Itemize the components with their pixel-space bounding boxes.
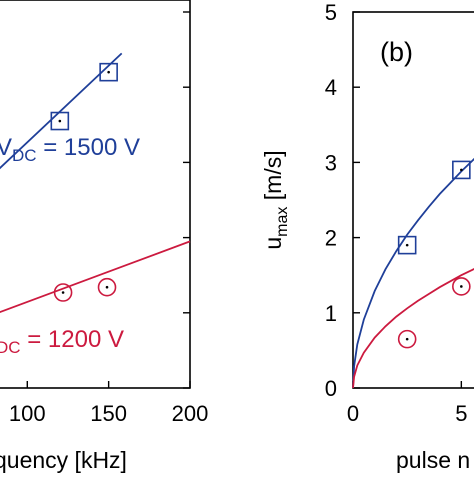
left-x-axis-label: quency [kHz] (0, 447, 127, 473)
marker-center-dot (61, 291, 65, 294)
left-ticks: 100 150 200 (9, 11, 209, 426)
right-fit-lines (352, 157, 474, 389)
fit-line-red (0, 240, 191, 314)
right-x-axis-label: pulse n (396, 447, 470, 473)
marker-center-dot (460, 285, 463, 288)
right-markers (397, 160, 471, 349)
x-tick-label: 150 (90, 401, 127, 426)
left-markers (50, 62, 118, 302)
fit-line-blue (352, 157, 474, 389)
x-tick-label: 5 (455, 401, 467, 426)
marker-center-dot (105, 285, 109, 289)
square-marker (99, 62, 118, 82)
annotation-1200v: VDC = 1200 V (0, 326, 124, 357)
marker-center-dot (405, 243, 409, 247)
x-tick-label: 0 (347, 401, 359, 426)
circle-marker (452, 277, 471, 296)
y-tick-label: 0 (325, 376, 337, 401)
square-marker (50, 111, 70, 131)
y-tick-label: 5 (325, 0, 337, 25)
right-plot-frame (352, 11, 474, 389)
right-panel: 0 5 0 1 2 3 4 5 (b) umax [m/s] pulse n (260, 0, 474, 473)
square-marker (397, 235, 417, 255)
circle-marker (97, 277, 117, 297)
marker-center-dot (58, 119, 62, 123)
x-tick-label: 100 (9, 401, 46, 426)
marker-center-dot (107, 70, 110, 74)
right-y-axis-label: umax [m/s] (260, 150, 291, 249)
panel-label-b: (b) (380, 37, 413, 67)
y-tick-label: 2 (325, 226, 337, 251)
square-marker (452, 160, 471, 180)
circle-marker (53, 283, 73, 302)
marker-center-dot (460, 168, 463, 172)
circle-marker (397, 329, 417, 349)
y-tick-label: 1 (325, 301, 337, 326)
left-fit-lines (0, 52, 191, 314)
annotation-1500v: VDC = 1500 V (0, 134, 140, 165)
left-panel: 100 150 200 VDC = 1500 V VDC = 1200 V quen… (0, 0, 208, 473)
fit-line-blue (0, 52, 123, 170)
left-plot-frame (0, 0, 191, 389)
x-tick-label: 200 (172, 401, 209, 426)
fit-line-red (352, 268, 474, 389)
right-ticks: 0 5 0 1 2 3 4 5 (325, 0, 468, 426)
y-tick-label: 4 (325, 75, 337, 100)
marker-center-dot (405, 337, 409, 341)
y-tick-label: 3 (325, 150, 337, 175)
